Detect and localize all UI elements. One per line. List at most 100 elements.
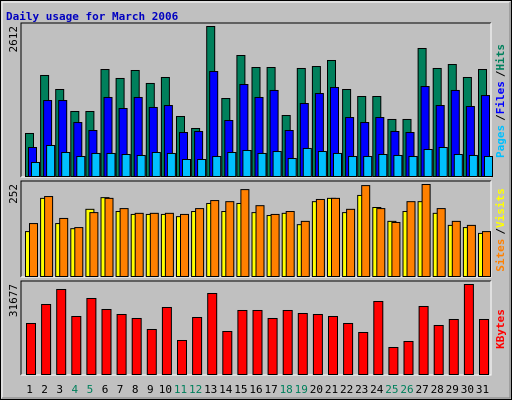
bar bbox=[56, 288, 67, 375]
bar bbox=[74, 227, 84, 277]
bar bbox=[116, 313, 127, 376]
bar bbox=[333, 152, 342, 177]
x-tick-label: 25 bbox=[385, 383, 398, 396]
bar bbox=[222, 330, 233, 376]
bar bbox=[272, 151, 282, 178]
bar bbox=[89, 212, 99, 278]
legend-entry: Hits bbox=[494, 44, 507, 71]
bar bbox=[406, 201, 416, 278]
bar bbox=[242, 149, 252, 178]
legend: KBytes bbox=[494, 309, 507, 349]
bar bbox=[192, 316, 203, 375]
x-tick-label: 26 bbox=[400, 383, 413, 396]
bar bbox=[91, 152, 101, 177]
bar bbox=[436, 208, 446, 278]
x-tick-label: 20 bbox=[310, 383, 323, 396]
x-tick-label: 2 bbox=[41, 383, 48, 396]
bar bbox=[393, 154, 403, 178]
x-tick-label: 10 bbox=[159, 383, 172, 396]
bar bbox=[131, 317, 142, 375]
x-tick-label: 30 bbox=[461, 383, 474, 396]
bar bbox=[240, 189, 250, 277]
bar bbox=[373, 300, 384, 375]
bar bbox=[348, 156, 358, 178]
bar bbox=[207, 292, 218, 376]
bar bbox=[134, 212, 144, 277]
bar bbox=[106, 152, 116, 177]
bar bbox=[466, 224, 476, 277]
legend-separator: / bbox=[494, 70, 507, 77]
x-tick-label: 27 bbox=[415, 383, 428, 396]
plot-bevel bbox=[20, 280, 491, 375]
x-tick-label: 22 bbox=[340, 383, 353, 396]
bar bbox=[282, 309, 293, 375]
bar bbox=[331, 197, 340, 277]
x-tick-label: 13 bbox=[204, 383, 217, 396]
x-tick-label: 18 bbox=[280, 383, 293, 396]
legend-separator: / bbox=[494, 114, 507, 121]
bar bbox=[287, 158, 297, 177]
bar bbox=[166, 152, 176, 177]
legend-entry: KBytes bbox=[494, 309, 507, 349]
bar bbox=[300, 220, 310, 277]
bar bbox=[104, 197, 114, 277]
bar bbox=[433, 324, 444, 375]
bar bbox=[482, 231, 491, 278]
y-tick-label: 2612 bbox=[7, 26, 20, 53]
legend: Sites /Visits bbox=[494, 188, 507, 272]
plot-bevel bbox=[20, 22, 491, 177]
bar bbox=[343, 322, 354, 376]
x-tick-label: 7 bbox=[117, 383, 124, 396]
plot-bevel bbox=[21, 281, 492, 376]
bar bbox=[71, 315, 82, 375]
legend: Pages/Files/Hits bbox=[494, 44, 507, 158]
bar bbox=[312, 313, 323, 376]
bar bbox=[212, 156, 222, 178]
bar bbox=[479, 318, 489, 375]
bar bbox=[255, 205, 265, 277]
legend-entry: Sites bbox=[494, 239, 507, 272]
bar bbox=[164, 212, 174, 277]
x-tick-label: 1 bbox=[26, 383, 33, 396]
x-tick-label: 16 bbox=[249, 383, 262, 396]
bar bbox=[285, 211, 295, 277]
x-tick-label: 14 bbox=[219, 383, 233, 396]
bar bbox=[161, 306, 172, 375]
x-tick-label: 21 bbox=[325, 383, 338, 396]
bar bbox=[363, 156, 373, 178]
bar bbox=[418, 305, 429, 375]
bar bbox=[376, 208, 386, 278]
bar bbox=[438, 146, 448, 178]
bar bbox=[31, 161, 40, 177]
bar bbox=[61, 151, 71, 178]
x-tick-label: 5 bbox=[87, 383, 94, 396]
x-tick-label: 15 bbox=[234, 383, 247, 396]
x-tick-label: 9 bbox=[147, 383, 154, 396]
plot-bevel bbox=[20, 180, 491, 277]
bar bbox=[448, 318, 459, 375]
bar bbox=[391, 221, 401, 277]
bar bbox=[146, 328, 157, 375]
bar bbox=[46, 144, 56, 177]
x-tick-label: 4 bbox=[71, 383, 78, 396]
x-tick-label: 19 bbox=[295, 383, 308, 396]
bar bbox=[29, 223, 38, 277]
chart-title: Daily usage for March 2006 bbox=[6, 10, 179, 23]
y-tick-label: 252 bbox=[7, 184, 20, 204]
bar bbox=[267, 317, 278, 375]
bar bbox=[86, 297, 97, 375]
bar bbox=[151, 151, 161, 178]
bar bbox=[197, 159, 207, 177]
x-tick-label: 3 bbox=[56, 383, 63, 396]
bar bbox=[119, 208, 129, 278]
bar bbox=[302, 147, 312, 177]
legend-entry: Visits bbox=[494, 188, 507, 228]
legend-entry: Pages bbox=[494, 125, 507, 158]
bar bbox=[252, 309, 263, 375]
bar bbox=[463, 284, 474, 375]
bar bbox=[358, 331, 369, 376]
